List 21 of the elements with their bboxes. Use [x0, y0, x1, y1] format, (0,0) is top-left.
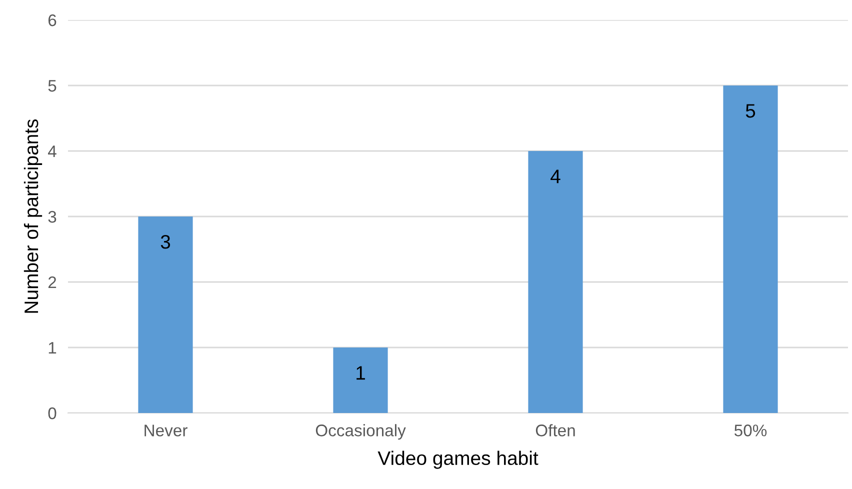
- data-label: 3: [160, 235, 170, 249]
- data-label: 5: [746, 104, 756, 118]
- data-label: 1: [356, 366, 365, 380]
- x-tick-label: Occasionaly: [316, 424, 406, 440]
- y-axis-title: Number of participants: [24, 119, 42, 313]
- x-axis-title: Video games habit: [378, 450, 538, 469]
- y-tick-label: 6: [48, 14, 56, 26]
- y-tick-label: 5: [48, 80, 56, 92]
- bar: [528, 151, 583, 413]
- bar: [333, 348, 388, 413]
- x-tick-label: Often: [536, 424, 575, 436]
- y-tick-label: 3: [48, 210, 56, 223]
- y-tick-label: 1: [48, 342, 56, 354]
- x-tick-label: Never: [144, 424, 188, 436]
- y-tick-label: 2: [48, 276, 56, 288]
- bar: [723, 86, 778, 413]
- y-tick-label: 0: [48, 407, 56, 420]
- bar: [138, 216, 193, 413]
- data-label: 4: [550, 170, 560, 184]
- y-tick-label: 4: [48, 146, 56, 158]
- x-tick-label: 50%: [734, 424, 767, 436]
